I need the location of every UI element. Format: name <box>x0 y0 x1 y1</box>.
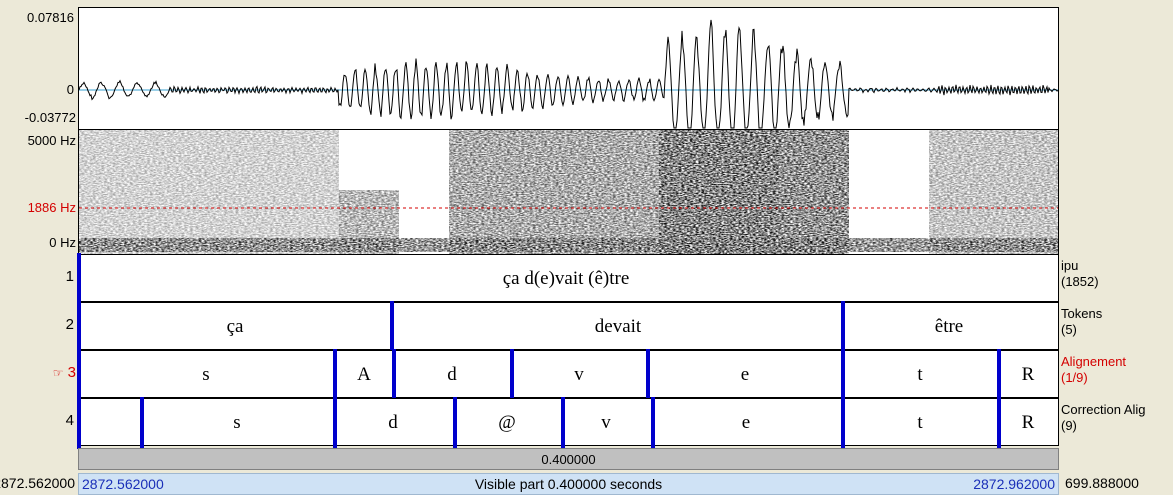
interval-boundary[interactable] <box>646 349 650 401</box>
interval-boundary[interactable] <box>997 349 1001 401</box>
following-time: 699.888000 <box>1065 475 1139 491</box>
tier-title: Alignement <box>1061 354 1127 369</box>
interval-boundary[interactable] <box>77 397 81 449</box>
tier-title: Tokens <box>1061 306 1103 321</box>
preceding-time: 2872.562000 <box>0 475 75 491</box>
visible-part-text: Visible part 0.400000 seconds <box>474 476 663 492</box>
interval-label[interactable]: t <box>917 412 923 433</box>
interval-boundary[interactable] <box>453 397 457 449</box>
wave-min-label: -0.03772 <box>24 110 76 125</box>
tier-title: ipu <box>1061 258 1079 273</box>
interval-boundary[interactable] <box>140 397 144 449</box>
tier-alignement[interactable]: s A d v e t R <box>77 349 1059 401</box>
tier-tokens[interactable]: ça devait être <box>77 301 1059 353</box>
interval-label[interactable]: d <box>388 412 398 433</box>
tier-count: (1/9) <box>1061 370 1088 385</box>
interval-boundary[interactable] <box>841 397 845 449</box>
spec-bottom-label: 0 Hz <box>49 235 76 250</box>
wave-zero-label: 0 <box>66 82 74 97</box>
interval-label[interactable]: s <box>202 364 210 385</box>
interval-boundary[interactable] <box>77 349 81 401</box>
visible-duration-bar[interactable]: 0.400000 <box>78 448 1059 470</box>
spectrogram-panel[interactable] <box>78 130 1059 254</box>
interval-boundary[interactable] <box>651 397 655 449</box>
following-time-cell[interactable]: 699.888000 <box>1062 473 1173 495</box>
interval-boundary[interactable] <box>390 301 394 353</box>
tier-name-tokens[interactable]: Tokens (5) <box>1061 306 1102 338</box>
visible-duration-label: 0.400000 <box>541 452 596 467</box>
spec-top-label: 5000 Hz <box>27 133 76 148</box>
interval-label[interactable]: v <box>601 412 611 433</box>
interval-boundary[interactable] <box>392 349 396 401</box>
interval-boundary[interactable] <box>333 397 337 449</box>
preceding-time-cell[interactable]: 2872.562000 <box>0 473 78 495</box>
interval-boundary[interactable] <box>841 301 845 353</box>
tier-number-1: 1 <box>65 268 74 285</box>
interval-label[interactable]: A <box>357 364 371 385</box>
interval-label[interactable]: R <box>1021 364 1035 385</box>
interval-label[interactable]: e <box>740 364 750 385</box>
interval-label[interactable]: s <box>233 412 241 433</box>
interval-label[interactable]: ça <box>226 316 244 337</box>
interval-label[interactable]: e <box>741 412 751 433</box>
interval-boundary[interactable] <box>333 349 337 401</box>
interval-boundary[interactable] <box>997 397 1001 449</box>
interval-boundary[interactable] <box>77 253 81 305</box>
tier-number-3[interactable]: ☞ 3 <box>40 364 76 381</box>
tier-name-correction[interactable]: Correction Alig (9) <box>1061 402 1146 434</box>
spec-cursor-label: 1886 Hz <box>27 200 76 215</box>
tier-number-2: 2 <box>65 316 74 333</box>
interval-label[interactable]: t <box>917 364 923 385</box>
visible-window-cell[interactable]: 2872.562000 Visible part 0.400000 second… <box>78 473 1059 495</box>
interval-boundary[interactable] <box>510 349 514 401</box>
waveform-panel[interactable] <box>78 7 1059 130</box>
interval-boundary[interactable] <box>561 397 565 449</box>
interval-boundary[interactable] <box>841 349 845 401</box>
window-end-time: 2872.962000 <box>973 476 1055 492</box>
wave-max-label: 0.07816 <box>27 10 74 25</box>
window-start-time: 2872.562000 <box>82 476 164 492</box>
tier-count: (9) <box>1061 418 1077 433</box>
tier-name-ipu[interactable]: ipu (1852) <box>1061 258 1099 290</box>
interval-label[interactable]: ça d(e)vait (ê)tre <box>502 268 630 289</box>
interval-label[interactable]: devait <box>594 316 642 337</box>
tier-name-alignement[interactable]: Alignement (1/9) <box>1061 354 1126 386</box>
interval-label[interactable]: d <box>447 364 457 385</box>
interval-label[interactable]: v <box>574 364 584 385</box>
time-status-bar: 2872.562000 2872.562000 Visible part 0.4… <box>0 471 1173 495</box>
interval-label[interactable]: R <box>1021 412 1035 433</box>
interval-label[interactable]: être <box>934 316 964 337</box>
tier-count: (5) <box>1061 322 1077 337</box>
tier-number-label: 3 <box>67 364 76 381</box>
tier-title: Correction Alig <box>1061 402 1146 417</box>
interval-label[interactable]: @ <box>498 412 516 433</box>
pointer-hand-icon: ☞ <box>52 366 64 380</box>
interval-boundary[interactable] <box>77 301 81 353</box>
spectrogram-graph <box>79 130 1058 254</box>
tier-count: (1852) <box>1061 274 1099 289</box>
tier-ipu[interactable]: ça d(e)vait (ê)tre <box>77 253 1059 305</box>
tier-number-4: 4 <box>65 412 74 429</box>
waveform-graph <box>78 19 1059 129</box>
tier-correction-alignement[interactable]: s d @ v e t R <box>77 397 1059 449</box>
